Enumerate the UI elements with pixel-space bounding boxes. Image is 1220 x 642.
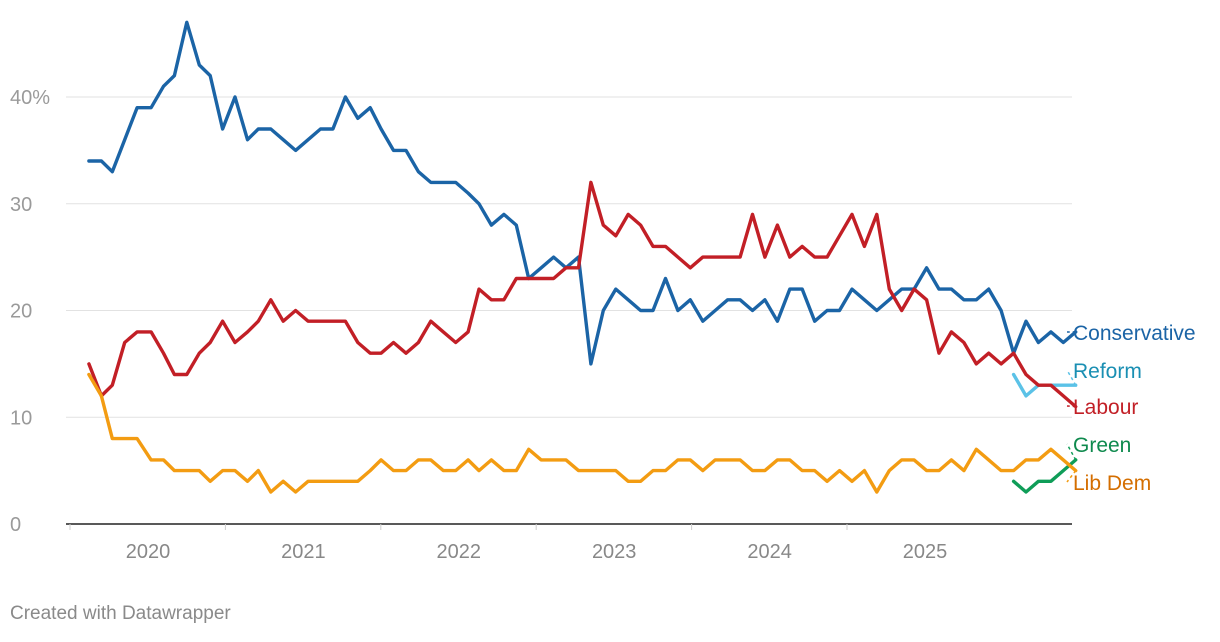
series-line-labour <box>87 180 1078 409</box>
x-tick-label: 2020 <box>126 541 171 563</box>
y-tick-label: 20 <box>10 301 32 323</box>
label-leader-reform <box>1066 369 1077 386</box>
series-lines <box>87 20 1078 494</box>
series-line-lib-dem <box>87 372 1078 494</box>
label-leader-labour <box>1066 405 1076 408</box>
x-tick-label: 2023 <box>592 541 637 563</box>
footer-credit: Created with Datawrapper <box>10 603 231 624</box>
y-tick-label: 30 <box>10 194 32 216</box>
y-tick-label: 10 <box>10 407 32 429</box>
series-label-green: Green <box>1073 434 1131 457</box>
series-label-labour: Labour <box>1073 396 1138 419</box>
series-line-conservative <box>87 20 1078 366</box>
y-axis-ticks: 0 10 20 30 40% <box>10 87 50 536</box>
gridlines <box>66 96 1072 525</box>
x-axis-ticks: 2020 2021 2022 2023 2024 2025 <box>69 524 948 563</box>
label-leader-lib-dem <box>1066 470 1077 483</box>
x-tick-label: 2024 <box>747 541 792 563</box>
x-tick-label: 2025 <box>903 541 948 563</box>
series-label-lib-dem: Lib Dem <box>1073 472 1151 495</box>
series-labels: Conservative Reform Labour Green Lib Dem <box>1066 322 1196 495</box>
x-tick-label: 2021 <box>281 541 326 563</box>
y-tick-label: 40% <box>10 87 50 109</box>
y-tick-label: 0 <box>10 514 21 536</box>
series-line-green <box>1011 458 1078 494</box>
x-tick-label: 2022 <box>437 541 482 563</box>
series-label-reform: Reform <box>1073 360 1142 383</box>
series-label-conservative: Conservative <box>1073 322 1196 345</box>
